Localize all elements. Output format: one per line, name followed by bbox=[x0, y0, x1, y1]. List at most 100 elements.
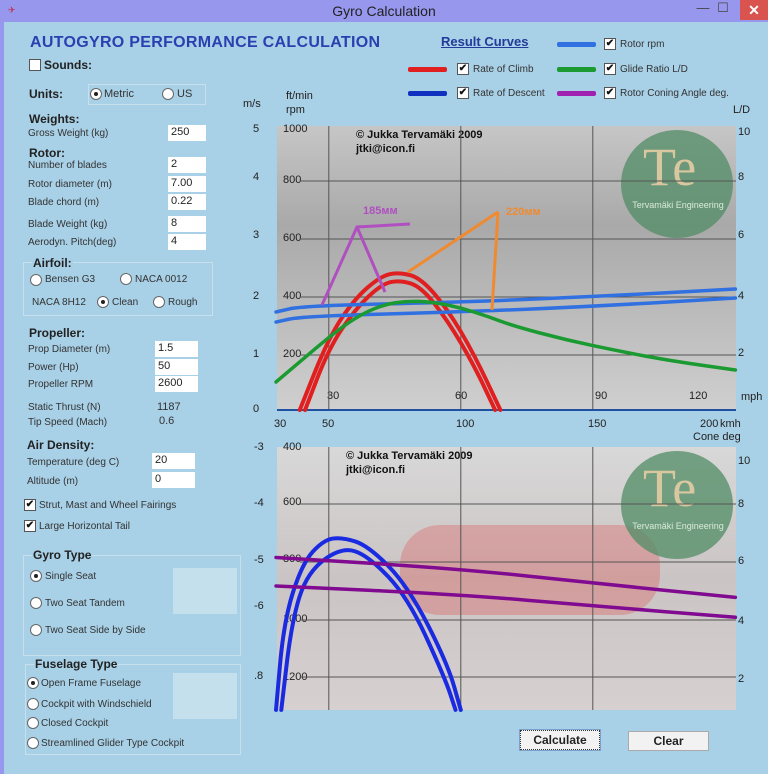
fuselage-type-label: Closed Cockpit bbox=[41, 718, 109, 729]
maximize-button[interactable]: ☐ bbox=[717, 0, 729, 15]
us-label: US bbox=[177, 88, 193, 100]
clean-label: Clean bbox=[112, 297, 139, 308]
option-checkbox[interactable]: ✔ bbox=[24, 499, 36, 511]
propeller-field-input[interactable]: 50 bbox=[155, 359, 198, 375]
annotation-arrow-220 bbox=[407, 210, 499, 274]
tick-ld: 2 bbox=[738, 347, 745, 359]
tick-mph: 90 bbox=[595, 390, 608, 402]
tick-ftmin: 800 bbox=[283, 174, 302, 186]
rotor-field-input[interactable]: 7.00 bbox=[168, 176, 206, 192]
annotation-arrow-185 bbox=[320, 222, 411, 306]
tick-ms-bottom: -4 bbox=[254, 497, 264, 509]
close-button[interactable]: ✕ bbox=[740, 0, 768, 20]
fuselage-type-radio[interactable] bbox=[27, 717, 39, 729]
radio-metric[interactable] bbox=[90, 88, 102, 100]
legend-checkbox[interactable]: ✔ bbox=[457, 63, 469, 75]
gyro-type-heading: Gyro Type bbox=[32, 548, 93, 562]
gyro-type-group bbox=[23, 555, 241, 656]
tick-ms-bottom: .8 bbox=[254, 670, 264, 682]
axis-unit-ftmin: ft/min bbox=[286, 90, 313, 102]
fuselage-type-label: Cockpit with Windschield bbox=[41, 699, 152, 710]
app-heading: AUTOGYRO PERFORMANCE CALCULATION bbox=[30, 34, 381, 51]
tick-ms-bottom: -3 bbox=[254, 441, 264, 453]
gyro-type-radio[interactable] bbox=[30, 597, 42, 609]
open-frame-gyro-image bbox=[173, 673, 237, 719]
units-label: Units: bbox=[29, 87, 63, 101]
weights-heading: Weights: bbox=[29, 112, 80, 126]
radio-rough[interactable] bbox=[153, 296, 165, 308]
propeller-field-input[interactable]: 1.5 bbox=[155, 341, 198, 357]
fuselage-type-label: Streamlined Glider Type Cockpit bbox=[41, 738, 185, 749]
rotor-field-input[interactable]: 2 bbox=[168, 157, 206, 173]
tervamaki-logo bbox=[621, 130, 733, 238]
fuselage-type-radio[interactable] bbox=[27, 677, 39, 689]
gross-weight-label: Gross Weight (kg) bbox=[28, 128, 109, 139]
air-density-field-input[interactable]: 0 bbox=[152, 472, 195, 488]
airfoil-heading: Airfoil: bbox=[32, 256, 73, 270]
series-climb-line bbox=[303, 279, 498, 412]
option-checkbox[interactable]: ✔ bbox=[24, 520, 36, 532]
window-title: Gyro Calculation bbox=[332, 3, 436, 19]
axis-unit-ld: L/D bbox=[733, 104, 751, 116]
rough-label: Rough bbox=[168, 297, 198, 308]
series-rpm-line bbox=[274, 287, 738, 314]
radio-naca0012[interactable] bbox=[120, 273, 132, 285]
series-cone-line bbox=[274, 555, 738, 600]
tick-ms: 1 bbox=[253, 348, 260, 360]
rotor-field-input[interactable]: 0.22 bbox=[168, 194, 206, 210]
clear-button[interactable]: Clear bbox=[628, 731, 709, 751]
air-density-field-label: Temperature (deg C) bbox=[27, 457, 120, 468]
static-thrust-label: Static Thrust (N) bbox=[28, 402, 101, 413]
copyright-text: © Jukka Tervamäki 2009 bbox=[346, 450, 473, 462]
propeller-field-label: Power (Hp) bbox=[28, 362, 79, 373]
rotor-field-input[interactable]: 8 bbox=[168, 216, 206, 232]
series-cone-line bbox=[274, 584, 738, 620]
axis-unit-rpm: rpm bbox=[286, 104, 305, 116]
tick-ms: 3 bbox=[253, 229, 260, 241]
tick-ftmin: 200 bbox=[283, 348, 302, 360]
annotation-arrow-185 bbox=[355, 226, 387, 293]
fuselage-type-radio[interactable] bbox=[27, 737, 39, 749]
bensen-label: Bensen G3 bbox=[45, 274, 96, 285]
email-text: jtki@icon.fi bbox=[356, 143, 416, 155]
legend-checkbox[interactable]: ✔ bbox=[457, 87, 469, 99]
tick-cone: 2 bbox=[738, 673, 745, 685]
static-thrust-value: 1187 bbox=[157, 401, 181, 413]
radio-bensen[interactable] bbox=[30, 274, 42, 286]
rotor-field-input[interactable]: 4 bbox=[168, 234, 206, 250]
gyro-type-radio[interactable] bbox=[30, 570, 42, 582]
legend-checkbox[interactable]: ✔ bbox=[604, 38, 616, 50]
propeller-field-input[interactable]: 2600 bbox=[155, 376, 198, 392]
gyro-type-radio[interactable] bbox=[30, 624, 42, 636]
series-rpm-line bbox=[274, 296, 738, 324]
calculate-button[interactable]: Calculate bbox=[519, 729, 601, 751]
rotor-field-label: Blade chord (m) bbox=[28, 197, 100, 208]
radio-us[interactable] bbox=[162, 88, 174, 100]
legend-swatch bbox=[557, 91, 596, 96]
tick-ld: 4 bbox=[738, 290, 745, 302]
gross-weight-input[interactable]: 250 bbox=[168, 125, 206, 141]
minimize-button[interactable]: — bbox=[696, 0, 710, 15]
tick-cone: 4 bbox=[738, 615, 745, 627]
legend-checkbox[interactable]: ✔ bbox=[604, 87, 616, 99]
radio-clean[interactable] bbox=[97, 296, 109, 308]
legend-swatch bbox=[557, 42, 596, 47]
air-density-field-input[interactable]: 20 bbox=[152, 453, 195, 469]
tick-ld: 10 bbox=[738, 126, 751, 138]
rotor-field-label: Aerodyn. Pitch(deg) bbox=[28, 237, 117, 248]
air-density-field-label: Altitude (m) bbox=[27, 476, 79, 487]
fuselage-type-radio[interactable] bbox=[27, 698, 39, 710]
rotor-field-label: Blade Weight (kg) bbox=[28, 219, 108, 230]
tip-speed-value: 0.6 bbox=[159, 415, 175, 427]
legend-checkbox[interactable]: ✔ bbox=[604, 63, 616, 75]
option-label: Large Horizontal Tail bbox=[39, 521, 130, 532]
tick-ms: 5 bbox=[253, 123, 260, 135]
legend-label: Glide Ratio L/D bbox=[620, 64, 688, 75]
sounds-checkbox[interactable] bbox=[29, 59, 41, 71]
logo-name: Tervamäki Engineering bbox=[632, 521, 724, 531]
legend-label: Rotor Coning Angle deg. bbox=[620, 88, 729, 99]
series-descent-line bbox=[279, 548, 458, 712]
tick-ms: 4 bbox=[253, 171, 260, 183]
logo-te: Te bbox=[643, 137, 697, 197]
annotation-220: 220мм bbox=[506, 206, 541, 218]
